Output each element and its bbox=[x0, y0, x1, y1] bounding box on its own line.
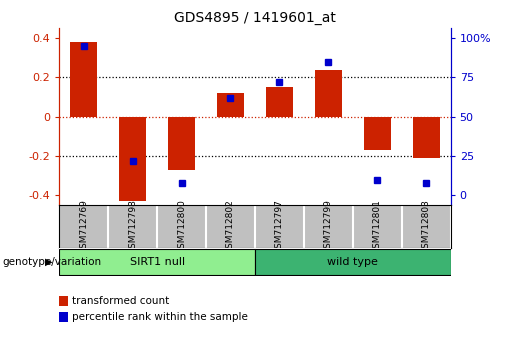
Text: GSM712769: GSM712769 bbox=[79, 199, 88, 254]
Bar bbox=[255, 249, 451, 275]
Text: genotype/variation: genotype/variation bbox=[3, 257, 101, 267]
Text: GSM712797: GSM712797 bbox=[275, 199, 284, 254]
Bar bbox=[413, 117, 440, 158]
Text: wild type: wild type bbox=[328, 257, 378, 267]
Text: transformed count: transformed count bbox=[72, 296, 169, 306]
Text: ▶: ▶ bbox=[45, 257, 53, 267]
Text: GSM712800: GSM712800 bbox=[177, 199, 186, 254]
Bar bbox=[59, 249, 255, 275]
Text: GSM712802: GSM712802 bbox=[226, 199, 235, 254]
Bar bbox=[315, 70, 342, 117]
Text: GSM712801: GSM712801 bbox=[373, 199, 382, 254]
Bar bbox=[266, 87, 293, 117]
Bar bbox=[217, 93, 244, 117]
Text: GSM712799: GSM712799 bbox=[324, 199, 333, 254]
Bar bbox=[364, 117, 391, 150]
Title: GDS4895 / 1419601_at: GDS4895 / 1419601_at bbox=[174, 11, 336, 24]
Text: GSM712798: GSM712798 bbox=[128, 199, 137, 254]
Text: percentile rank within the sample: percentile rank within the sample bbox=[72, 312, 248, 322]
Bar bbox=[119, 117, 146, 201]
Bar bbox=[70, 42, 97, 117]
Text: SIRT1 null: SIRT1 null bbox=[129, 257, 185, 267]
Bar bbox=[168, 117, 195, 170]
Text: GSM712803: GSM712803 bbox=[422, 199, 431, 254]
